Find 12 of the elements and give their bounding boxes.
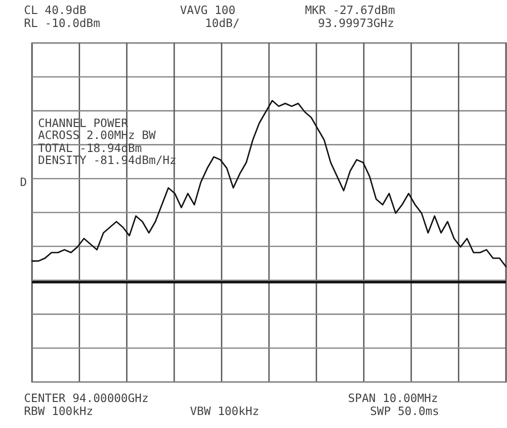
text: 10dB/ — [205, 16, 240, 30]
text: CENTER 94.00000GHz — [24, 391, 149, 405]
text: SPAN 10.00MHz — [348, 391, 438, 405]
text: D — [20, 175, 27, 189]
text: VAVG 100 — [180, 3, 236, 17]
text: MKR -27.67dBm — [305, 3, 396, 17]
text: SWP 50.0ms — [370, 404, 440, 418]
text: RL -10.0dBm — [24, 16, 100, 30]
text: RBW 100kHz — [24, 404, 94, 418]
text: VBW 100kHz — [190, 404, 260, 418]
text: 93.99973GHz — [318, 16, 394, 30]
text: CL 40.9dB — [24, 3, 86, 17]
